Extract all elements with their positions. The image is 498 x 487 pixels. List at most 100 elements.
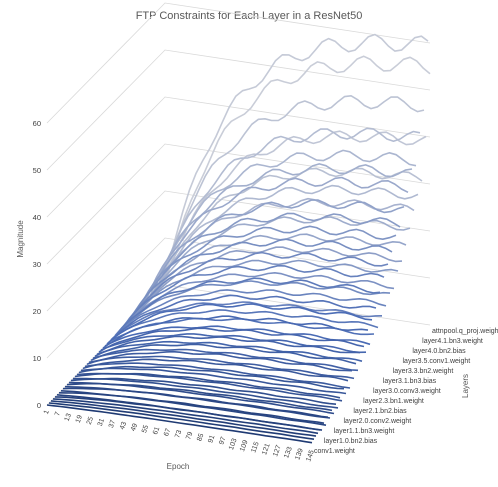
epoch-axis-title: Epoch: [167, 462, 190, 471]
series-line: [158, 95, 425, 292]
epoch-tick-label: 115: [250, 441, 260, 454]
epoch-tick-label: 13: [64, 413, 73, 423]
epoch-tick-label: 79: [185, 431, 194, 441]
epoch-tick-label: 19: [75, 414, 84, 424]
series-line: [162, 33, 429, 288]
series-line: [110, 294, 377, 341]
magnitude-tick-label: 40: [33, 213, 41, 222]
gridline: [46, 2, 431, 124]
magnitude-axis-title: Magnitude: [16, 220, 25, 258]
series-line: [48, 402, 315, 440]
epoch-tick-label: 43: [119, 421, 128, 431]
series-line: [160, 130, 427, 290]
magnitude-tick-label: 10: [33, 354, 41, 363]
series-line: [52, 398, 319, 435]
series-line: [88, 355, 355, 380]
epoch-tick-label: 25: [86, 416, 95, 426]
series-line: [132, 259, 399, 319]
series-line: [104, 325, 371, 347]
layer-tick-label: layer3.3.bn2.weight: [393, 368, 454, 375]
series-group: [46, 33, 431, 444]
series-line: [70, 377, 337, 405]
epoch-tick-label: 1: [43, 409, 51, 415]
epoch-tick-label: 121: [261, 443, 272, 456]
series-line: [84, 362, 351, 389]
series-line: [114, 277, 381, 337]
series-line: [130, 225, 397, 321]
layer-tick-label: layer3.5.conv1.weight: [403, 358, 471, 365]
gridline: [46, 96, 431, 218]
epoch-tick-labels: 1 7 13 19 25 31 37 43 49 55 61 67 73 79 85 91 97 103 109 11…: [43, 409, 316, 462]
epoch-tick-label: 133: [283, 446, 294, 459]
epoch-tick-label: 49: [130, 423, 139, 433]
epoch-tick-label: 145: [305, 449, 316, 462]
series-line: [136, 246, 403, 314]
series-line: [164, 55, 431, 286]
series-line: [92, 348, 359, 372]
epoch-tick-label: 127: [272, 444, 283, 457]
layer-tick-label: layer2.0.conv2.weight: [344, 418, 412, 425]
series-line: [106, 303, 373, 345]
series-line: [128, 271, 395, 323]
epoch-tick-label: 97: [218, 436, 227, 446]
gridline: [46, 190, 431, 312]
epoch-tick-label: 37: [108, 419, 117, 429]
series-line: [138, 199, 405, 312]
series-line: [118, 264, 385, 333]
layer-tick-label: layer1.0.bn2.bias: [324, 438, 378, 445]
gridline: [46, 49, 431, 171]
series-line: [152, 184, 419, 298]
series-line: [112, 309, 379, 339]
layer-tick-label: layer4.0.bn2.bias: [412, 348, 466, 355]
series-line: [50, 400, 317, 437]
series-line: [146, 163, 413, 304]
epoch-tick-label: 139: [294, 448, 305, 461]
magnitude-tick-label: 60: [33, 119, 41, 128]
magnitude-tick-labels: 0 10 20 30 40 50 60: [33, 119, 41, 410]
series-line: [100, 333, 367, 354]
gridline: [46, 143, 431, 265]
layer-tick-label: layer4.1.bn3.weight: [422, 338, 483, 345]
series-line: [58, 392, 325, 424]
series-line: [142, 176, 409, 308]
magnitude-tick-label: 0: [37, 401, 41, 410]
series-line: [122, 251, 389, 329]
magnitude-tick-label: 20: [33, 307, 41, 316]
series-line: [96, 340, 363, 362]
layer-tick-label: layer2.3.bn1.weight: [363, 398, 424, 405]
series-line: [140, 233, 407, 310]
epoch-tick-label: 61: [152, 426, 161, 436]
series-line: [124, 280, 391, 327]
magnitude-tick-label: 50: [33, 166, 41, 175]
gridlines: [46, 2, 431, 406]
epoch-tick-label: 55: [141, 424, 150, 434]
series-line: [66, 382, 333, 412]
series-line: [62, 387, 329, 418]
series-line: [90, 343, 357, 365]
series-line: [80, 367, 347, 395]
series-line: [78, 365, 345, 390]
layers-axis-title: Layers: [461, 374, 470, 398]
series-line: [154, 127, 421, 296]
layer-tick-label: layer3.0.conv3.weight: [373, 388, 441, 395]
layer-tick-label: layer2.1.bn2.bias: [353, 408, 407, 415]
series-line: [54, 396, 321, 431]
layer-tick-label: conv1.weight: [314, 448, 355, 455]
series-line: [82, 358, 349, 382]
layer-tick-labels: conv1.weight layer1.0.bn2.bias layer1.1.bn…: [314, 328, 498, 455]
epoch-tick-label: 31: [97, 418, 106, 428]
series-line: [120, 289, 387, 331]
epoch-tick-label: 85: [196, 433, 205, 443]
layer-tick-label: layer3.1.bn3.bias: [383, 378, 437, 385]
series-line: [46, 404, 313, 444]
series-line: [126, 238, 393, 325]
series-line: [116, 301, 383, 335]
layer-tick-label: attnpool.q_proj.weight: [432, 328, 498, 335]
series-line: [102, 315, 369, 349]
epoch-tick-label: 67: [163, 428, 172, 438]
epoch-tick-label: 7: [54, 411, 62, 417]
series-line: [134, 212, 401, 316]
series-line: [150, 149, 417, 300]
